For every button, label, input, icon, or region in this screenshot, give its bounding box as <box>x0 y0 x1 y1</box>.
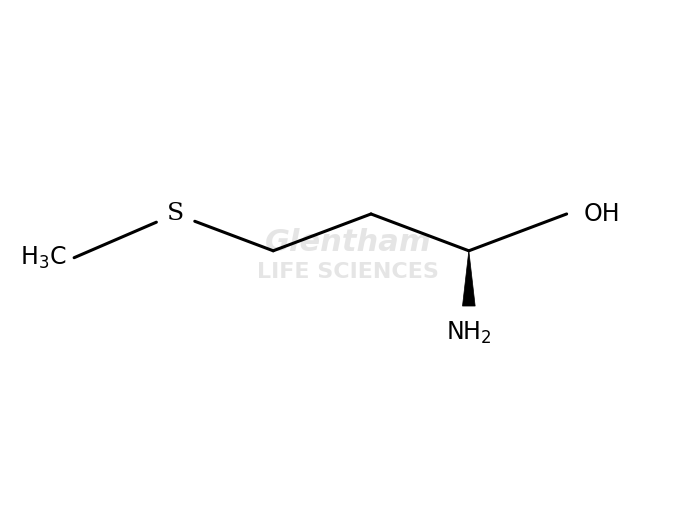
Text: OH: OH <box>584 202 621 226</box>
Text: S: S <box>167 202 184 226</box>
Text: Glentham: Glentham <box>264 228 432 257</box>
Text: NH$_2$: NH$_2$ <box>446 320 491 346</box>
Text: H$_3$C: H$_3$C <box>19 244 66 271</box>
Text: LIFE SCIENCES: LIFE SCIENCES <box>257 262 439 281</box>
Polygon shape <box>463 251 475 306</box>
